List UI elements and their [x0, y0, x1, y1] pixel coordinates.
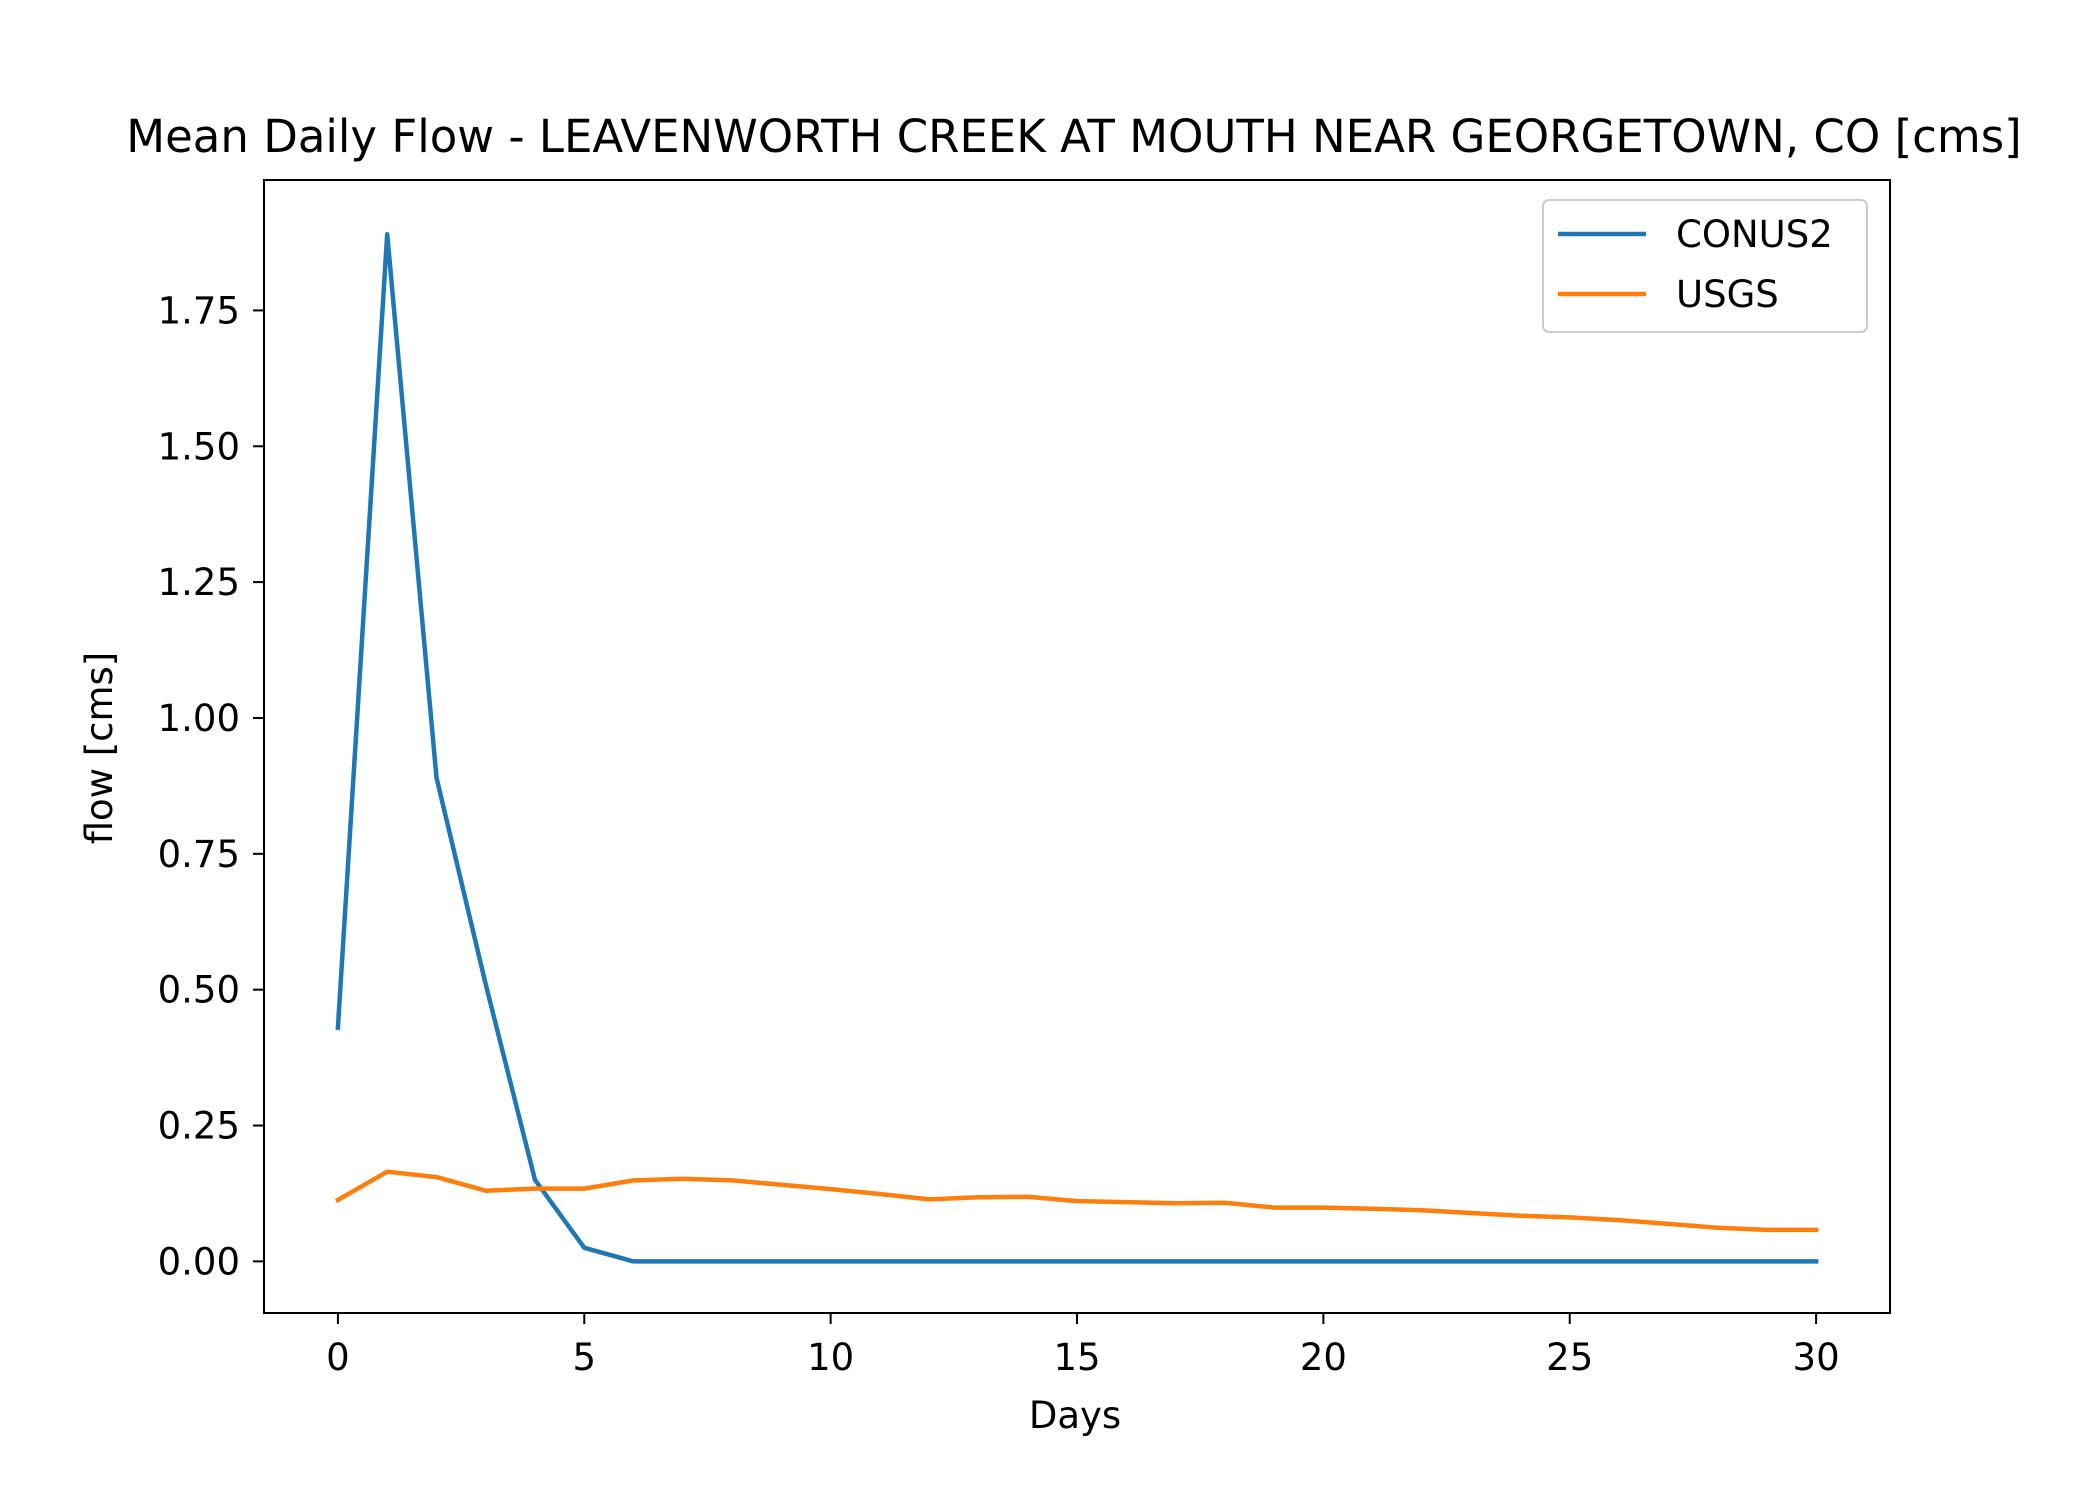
y-tick-label: 1.50	[158, 425, 240, 468]
series-line-conus2	[335, 232, 1819, 1264]
x-tick-label: 10	[807, 1336, 854, 1379]
y-tick-label: 0.00	[158, 1240, 240, 1283]
y-tick-label: 1.75	[158, 289, 240, 332]
y-axis-label: flow [cms]	[78, 652, 121, 845]
x-axis-label: Days	[1029, 1394, 1121, 1437]
x-axis: 0 5 10 15 20 25 30	[326, 1313, 1840, 1379]
x-tick-label: 5	[572, 1336, 596, 1379]
x-tick-label: 15	[1053, 1336, 1100, 1379]
series-line-usgs	[334, 1169, 1819, 1233]
chart-title: Mean Daily Flow - LEAVENWORTH CREEK AT M…	[126, 110, 2021, 163]
legend: CONUS2 USGS	[1542, 199, 1868, 333]
y-axis: 0.00 0.25 0.50 0.75 1.00 1.25 1.50 1.75	[158, 289, 264, 1283]
x-tick-label: 25	[1546, 1336, 1593, 1379]
x-tick-label: 20	[1300, 1336, 1347, 1379]
y-tick-label: 0.75	[158, 833, 240, 876]
y-tick-label: 0.50	[158, 969, 240, 1012]
legend-label-conus2: CONUS2	[1676, 213, 1833, 256]
y-tick-label: 1.00	[158, 697, 240, 740]
x-tick-label: 30	[1793, 1336, 1840, 1379]
y-tick-label: 0.25	[158, 1105, 240, 1148]
legend-label-usgs: USGS	[1676, 273, 1779, 316]
x-tick-label: 0	[326, 1336, 350, 1379]
y-tick-label: 1.25	[158, 561, 240, 604]
